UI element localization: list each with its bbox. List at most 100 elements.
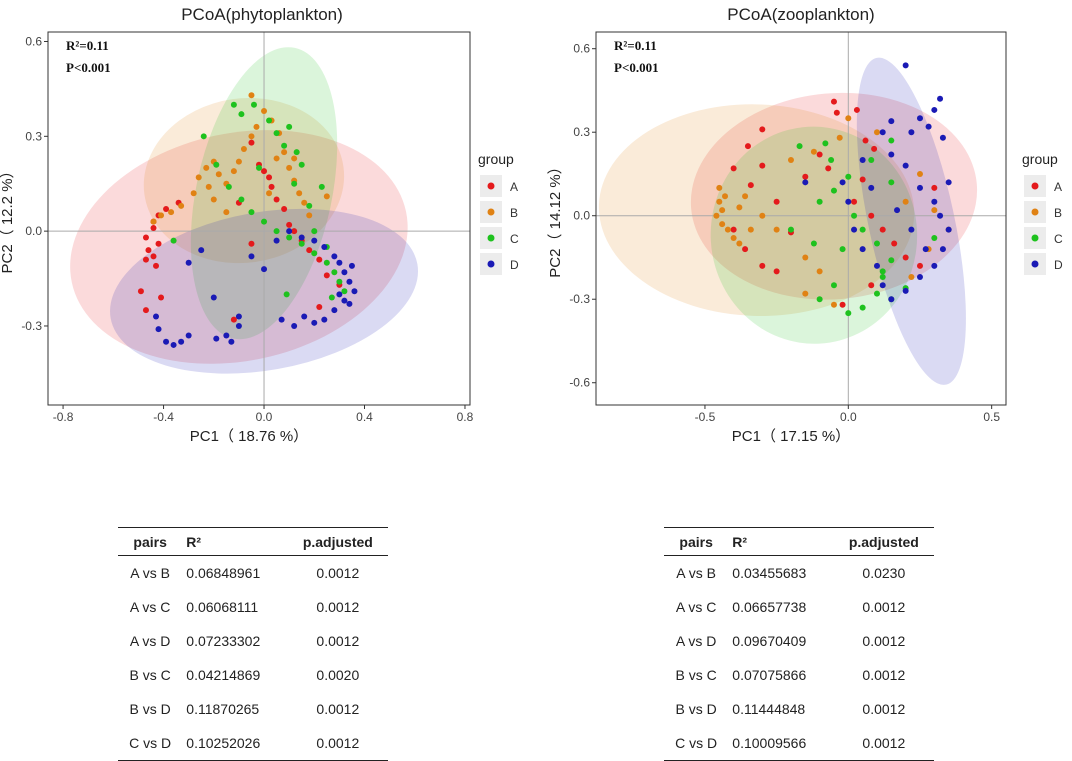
point-group-c (170, 237, 177, 244)
point-group-c (306, 202, 313, 209)
point-group-a (261, 168, 268, 175)
point-group-d (155, 326, 162, 333)
legend-label: D (1054, 258, 1063, 272)
point-group-a (759, 126, 766, 133)
legend-label: B (510, 206, 518, 220)
legend-key-a (487, 182, 495, 190)
point-group-c (281, 142, 288, 149)
cell-r2: 0.11870265 (186, 701, 260, 717)
cell-p: 0.0012 (862, 633, 906, 649)
point-group-c (318, 183, 325, 190)
ellipse-group-b (598, 104, 915, 317)
cell-pair: B vs D (129, 701, 171, 717)
table-row: B vs D 0.11870265 0.0012 (118, 692, 388, 726)
point-group-a (862, 137, 869, 144)
point-group-a (839, 301, 846, 308)
point-group-d (939, 134, 946, 141)
point-group-d (839, 179, 846, 186)
stat-annotation: R²=0.11 (66, 38, 109, 53)
point-group-a (248, 240, 255, 247)
point-group-b (845, 115, 852, 122)
legend-key-c (1031, 234, 1039, 242)
point-group-a (825, 165, 832, 172)
point-group-a (230, 316, 237, 323)
point-group-d (931, 262, 938, 269)
cell-pair: B vs C (129, 667, 171, 683)
plot-frame (47, 31, 471, 406)
point-group-c (879, 268, 886, 275)
cell-p: 0.0230 (862, 565, 906, 581)
cell-p: 0.0012 (862, 667, 906, 683)
point-group-d (939, 246, 946, 253)
point-group-c (293, 149, 300, 156)
col-p-adjusted: p.adjusted (833, 527, 934, 556)
point-group-b (296, 190, 303, 197)
legend-key-a (1031, 182, 1039, 190)
pcoa-figure: PCoA(phytoplankton) -0.8 -0.4 0.0 0.4 0.8 -0.3… (0, 5, 1063, 445)
table-row: B vs C 0.07075866 0.0012 (664, 658, 934, 692)
point-group-b (168, 209, 175, 216)
point-group-d (802, 179, 809, 186)
point-group-b (190, 190, 197, 197)
point-group-c (336, 278, 343, 285)
cell-r2: 0.04214869 (186, 667, 261, 683)
point-group-c (291, 180, 298, 187)
point-group-a (747, 182, 754, 189)
point-group-a (871, 145, 878, 152)
table-row: C vs D 0.10252026 0.0012 (118, 726, 388, 761)
table-row: B vs C 0.04214869 0.0020 (118, 658, 388, 692)
legend-label: B (1054, 206, 1062, 220)
point-group-b (273, 155, 280, 162)
point-group-a (137, 288, 144, 295)
point-group-b (178, 202, 185, 209)
point-group-d (945, 179, 952, 186)
ellipse-group-b (143, 97, 345, 264)
point-group-d (223, 332, 230, 339)
point-group-d (228, 338, 235, 345)
point-group-b (235, 158, 242, 165)
point-group-d (945, 226, 952, 233)
point-group-a (306, 247, 313, 254)
point-group-a (773, 198, 780, 205)
legend-key-c (487, 234, 495, 242)
point-group-b (205, 183, 212, 190)
table-row: A vs B 0.03455683 0.0230 (664, 556, 934, 591)
point-group-d (235, 313, 242, 320)
point-group-b (240, 145, 247, 152)
point-group-d (286, 228, 293, 235)
y-tick-label: 0.0 (25, 224, 42, 238)
point-group-d (336, 291, 343, 298)
cell-r2: 0.06068111 (186, 599, 259, 615)
point-group-a (142, 307, 149, 314)
y-tick-label: -0.3 (569, 292, 590, 306)
cell-pair: C vs D (664, 726, 729, 761)
point-group-b (261, 108, 268, 115)
point-group-c (830, 282, 837, 289)
point-group-d (908, 129, 915, 136)
y-tick-label: 0.3 (25, 129, 42, 143)
x-tick-label: 0.4 (356, 410, 373, 424)
point-group-c (273, 130, 280, 137)
cell-pair: A vs C (129, 599, 171, 615)
point-group-c (298, 161, 305, 168)
point-group-a (830, 98, 837, 105)
point-group-c (273, 228, 280, 235)
x-tick-label: -0.5 (695, 410, 716, 424)
stat-annotation: R²=0.11 (614, 38, 657, 53)
point-group-d (298, 234, 305, 241)
point-group-d (278, 316, 285, 323)
point-group-d (879, 129, 886, 136)
point-group-b (787, 157, 794, 164)
point-group-a (931, 184, 938, 191)
cell-p: 0.0012 (862, 701, 906, 717)
cell-p: 0.0012 (316, 599, 360, 615)
point-group-d (937, 212, 944, 219)
point-group-a (150, 253, 157, 260)
point-group-d (348, 262, 355, 269)
point-group-a (155, 240, 162, 247)
cell-p: 0.0012 (287, 726, 388, 761)
point-group-c (238, 111, 245, 118)
point-group-c (323, 259, 330, 266)
point-group-c (286, 123, 293, 130)
